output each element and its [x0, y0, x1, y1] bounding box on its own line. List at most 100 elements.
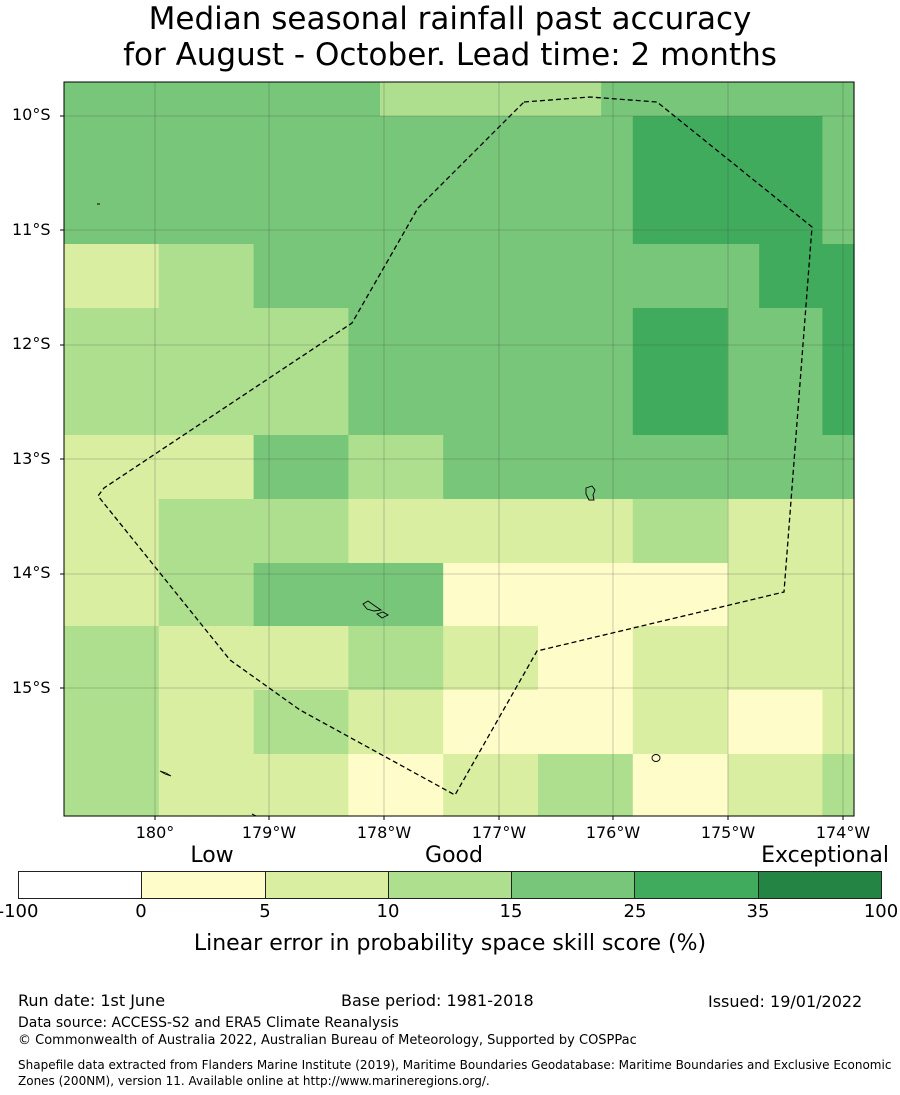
- skill-cell: [759, 308, 792, 436]
- graticule: [64, 82, 854, 816]
- skill-cell: [253, 82, 286, 117]
- skill-cell: [790, 308, 823, 436]
- skill-cell: [190, 499, 223, 564]
- skill-cell: [222, 82, 255, 117]
- skill-cell: [506, 626, 539, 691]
- skill-cell: [822, 754, 855, 817]
- title-line-1: Median seasonal rainfall past accuracy: [148, 1, 752, 37]
- lat-label-13s: 13°S: [12, 449, 51, 468]
- skill-cell: [95, 82, 128, 117]
- skill-cell: [190, 116, 223, 245]
- skill-cell: [95, 626, 128, 691]
- skill-cell: [222, 690, 255, 755]
- skill-cell: [222, 626, 255, 691]
- lon-label-176w: 176°W: [585, 823, 641, 842]
- skill-cell: [601, 308, 634, 436]
- skill-cell: [411, 116, 444, 245]
- colorbar-segment: [512, 872, 636, 898]
- skill-cell: [127, 563, 160, 627]
- skill-cell: [474, 82, 507, 117]
- skill-cell: [158, 116, 191, 245]
- skill-cell: [632, 82, 665, 117]
- skill-cell: [759, 754, 792, 817]
- skill-cell: [285, 626, 318, 691]
- skill-cell: [348, 626, 381, 691]
- skill-cell: [253, 499, 286, 564]
- skill-cell: [538, 116, 571, 245]
- skill-cell: [506, 244, 539, 309]
- skill-cell: [822, 499, 855, 564]
- colorbar-tick: 25: [623, 901, 647, 922]
- skill-cell: [316, 563, 349, 627]
- lat-label-15s: 15°S: [12, 678, 51, 697]
- skill-cell: [538, 435, 571, 500]
- skill-cell: [664, 435, 697, 500]
- skill-cell: [790, 82, 823, 117]
- skill-cell: [158, 82, 191, 117]
- skill-cell: [380, 244, 413, 309]
- skill-cell: [632, 626, 665, 691]
- skill-cell: [601, 244, 634, 309]
- copyright: © Commonwealth of Australia 2022, Austra…: [18, 1033, 637, 1048]
- skill-cell: [253, 116, 286, 245]
- skill-cell: [222, 244, 255, 309]
- skill-cell: [127, 116, 160, 245]
- skill-cell: [380, 499, 413, 564]
- skill-cell: [474, 563, 507, 627]
- skill-cell: [348, 690, 381, 755]
- skill-cell: [127, 690, 160, 755]
- skill-cell: [380, 82, 413, 117]
- skill-cell: [443, 626, 476, 691]
- skill-cell: [474, 626, 507, 691]
- skill-cell: [696, 499, 729, 564]
- colorbar-segment: [388, 872, 513, 898]
- skill-cell: [506, 563, 539, 627]
- skill-cell: [601, 435, 634, 500]
- skill-cell: [411, 244, 444, 309]
- skill-cell: [127, 244, 160, 309]
- skill-cell: [285, 499, 318, 564]
- colorbar-tick: 10: [376, 901, 400, 922]
- skill-cell: [474, 244, 507, 309]
- skill-cell: [348, 435, 381, 500]
- skill-cell: [95, 116, 128, 245]
- skill-cell: [569, 690, 602, 755]
- skill-cell: [538, 308, 571, 436]
- skill-cell: [316, 626, 349, 691]
- colorbar-tick: 5: [259, 901, 271, 922]
- skill-cell: [632, 435, 665, 500]
- skill-cell: [506, 116, 539, 245]
- skill-cell: [569, 308, 602, 436]
- skill-cell: [601, 690, 634, 755]
- colorbar-tick: -100: [0, 901, 39, 922]
- legend-category-good: Good: [425, 843, 483, 868]
- skill-cell: [790, 435, 823, 500]
- skill-cell: [380, 435, 413, 500]
- skill-cell: [443, 308, 476, 436]
- skill-cell: [664, 499, 697, 564]
- skill-cell: [190, 82, 223, 117]
- skill-cell: [222, 563, 255, 627]
- skill-cell: [759, 626, 792, 691]
- island-upolu: [362, 600, 383, 612]
- skill-cell: [158, 244, 191, 309]
- skill-cell: [348, 244, 381, 309]
- skill-cell: [316, 116, 349, 245]
- skill-cell: [506, 435, 539, 500]
- skill-cell: [759, 563, 792, 627]
- skill-cell: [64, 244, 97, 309]
- skill-cell: [380, 626, 413, 691]
- skill-cell: [569, 754, 602, 817]
- skill-cell: [190, 754, 223, 817]
- colorbar-tick: 100: [863, 901, 899, 922]
- skill-cell: [538, 244, 571, 309]
- data-source: Data source: ACCESS-S2 and ERA5 Climate …: [18, 1015, 399, 1031]
- skill-cell: [348, 308, 381, 436]
- skill-cell: [696, 690, 729, 755]
- skill-cell: [696, 244, 729, 309]
- skill-cell: [348, 754, 381, 817]
- skill-cell: [411, 499, 444, 564]
- skill-cell: [632, 116, 665, 245]
- skill-cell: [127, 754, 160, 817]
- skill-cell: [190, 308, 223, 436]
